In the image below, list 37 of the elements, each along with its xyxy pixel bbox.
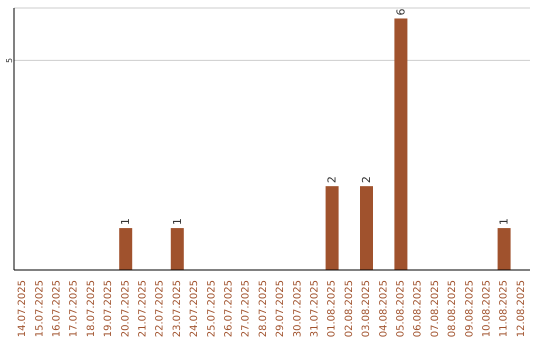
x-tick-label: 16.07.2025	[52, 280, 62, 338]
x-tick-label: 14.07.2025	[17, 280, 28, 338]
x-tick-label: 08.08.2025	[447, 280, 458, 338]
x-tick-label: 20.07.2025	[120, 280, 132, 338]
x-tick-label: 29.07.2025	[275, 280, 286, 338]
data-label: 2	[360, 176, 373, 184]
x-tick-label: 30.07.2025	[292, 280, 304, 338]
x-tick-label: 15.07.2025	[34, 280, 46, 338]
x-tick-label: 09.08.2025	[464, 280, 476, 338]
data-label: 1	[498, 218, 511, 226]
x-tick-label: 11.08.2025	[498, 280, 510, 338]
x-tick-label: 23.07.2025	[172, 280, 183, 338]
y-tick-label: 5	[5, 58, 14, 63]
x-tick-label: 05.08.2025	[396, 280, 406, 338]
x-tick-label: 03.08.2025	[361, 280, 372, 338]
data-label: 6	[394, 8, 408, 16]
x-tick-label: 07.08.2025	[430, 280, 441, 338]
x-tick-label: 27.07.2025	[240, 280, 252, 338]
x-tick-label: 01.08.2025	[326, 280, 338, 338]
data-label: 2	[326, 176, 339, 184]
x-tick-label: 24.07.2025	[189, 280, 200, 338]
x-tick-label: 04.08.2025	[378, 280, 390, 338]
data-label: 1	[119, 218, 132, 226]
x-tick-label: 10.08.2025	[482, 280, 492, 338]
x-tick-label: 19.07.2025	[103, 280, 114, 338]
x-tick-label: 28.07.2025	[258, 280, 269, 338]
x-tick-label: 21.07.2025	[138, 280, 148, 338]
data-label: 1	[170, 218, 184, 226]
x-tick-label: 31.07.2025	[310, 280, 320, 338]
x-tick-label: 18.07.2025	[86, 280, 97, 338]
x-tick-label: 22.07.2025	[154, 280, 166, 338]
x-tick-label: 12.08.2025	[516, 280, 527, 338]
x-tick-label: 17.07.2025	[68, 280, 80, 338]
x-tick-label: 25.07.2025	[206, 280, 218, 338]
x-tick-label: 26.07.2025	[224, 280, 234, 338]
x-tick-label: 06.08.2025	[412, 280, 424, 338]
x-tick-label: 02.08.2025	[344, 280, 355, 338]
